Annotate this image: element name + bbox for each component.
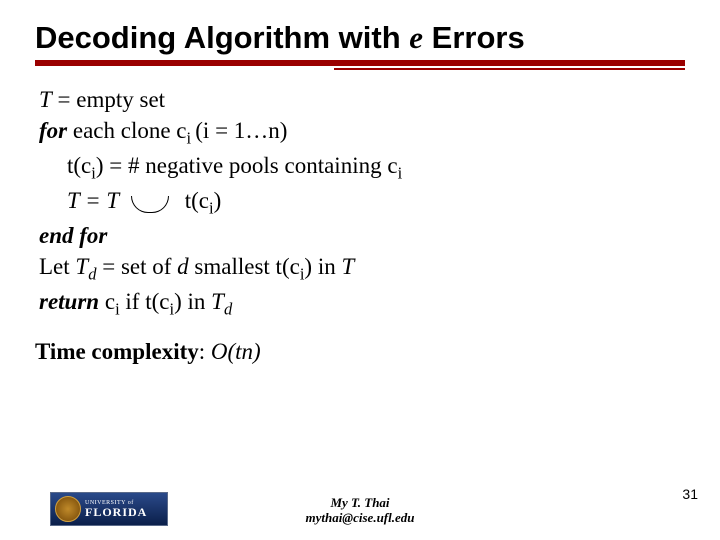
title-suffix: Errors bbox=[423, 20, 525, 55]
complexity-value: O(tn) bbox=[211, 339, 261, 364]
var-d: d bbox=[177, 254, 189, 279]
algo-line-2: for each clone ci (i = 1…n) bbox=[39, 115, 685, 150]
text: (i = 1…n) bbox=[195, 118, 287, 143]
text: = set of bbox=[96, 254, 177, 279]
text: Let bbox=[39, 254, 75, 279]
var-T: T bbox=[341, 254, 354, 279]
title-prefix: Decoding Algorithm with bbox=[35, 20, 409, 55]
complexity-label: Time complexity bbox=[35, 339, 199, 364]
union-icon bbox=[131, 196, 169, 213]
text: t(c bbox=[67, 153, 91, 178]
text: ) bbox=[214, 188, 222, 213]
text: t(c bbox=[185, 188, 209, 213]
algo-line-1: T = empty set bbox=[39, 84, 685, 115]
footer-email: mythai@cise.ufl.edu bbox=[0, 510, 720, 526]
kw-endfor: end for bbox=[39, 223, 107, 248]
title-ital: e bbox=[409, 20, 423, 55]
algorithm-block: T = empty set for each clone ci (i = 1…n… bbox=[35, 84, 685, 321]
var-T: T = T bbox=[67, 188, 119, 213]
algo-line-7: return ci if t(ci) in Td bbox=[39, 286, 685, 321]
text: = empty set bbox=[52, 87, 165, 112]
page-number: 31 bbox=[682, 486, 698, 502]
text: ) in bbox=[304, 254, 341, 279]
text: ) in bbox=[174, 289, 211, 314]
algo-line-5: end for bbox=[39, 220, 685, 251]
text: ) = # negative pools containing c bbox=[96, 153, 398, 178]
kw-for: for bbox=[39, 118, 67, 143]
complexity-line: Time complexity: O(tn) bbox=[35, 339, 685, 365]
var-T: T bbox=[39, 87, 52, 112]
var-T: T bbox=[211, 289, 224, 314]
algo-line-6: Let Td = set of d smallest t(ci) in T bbox=[39, 251, 685, 286]
text: : bbox=[199, 339, 211, 364]
sub-i: i bbox=[187, 129, 196, 148]
var-T: T bbox=[75, 254, 88, 279]
text: c bbox=[99, 289, 115, 314]
footer: My T. Thai mythai@cise.ufl.edu bbox=[0, 495, 720, 526]
algo-line-4: T = T t(ci) bbox=[39, 185, 685, 220]
text: if t(c bbox=[120, 289, 170, 314]
text: smallest t(c bbox=[189, 254, 300, 279]
sub-i: i bbox=[398, 164, 403, 183]
title-rule-thick bbox=[35, 60, 685, 66]
title-rule-thin bbox=[334, 68, 685, 70]
algo-line-3: t(ci) = # negative pools containing ci bbox=[39, 150, 685, 185]
footer-name: My T. Thai bbox=[0, 495, 720, 511]
kw-return: return bbox=[39, 289, 99, 314]
slide-title: Decoding Algorithm with e Errors bbox=[35, 20, 685, 56]
text: each clone c bbox=[67, 118, 186, 143]
sub-d: d bbox=[224, 300, 232, 319]
